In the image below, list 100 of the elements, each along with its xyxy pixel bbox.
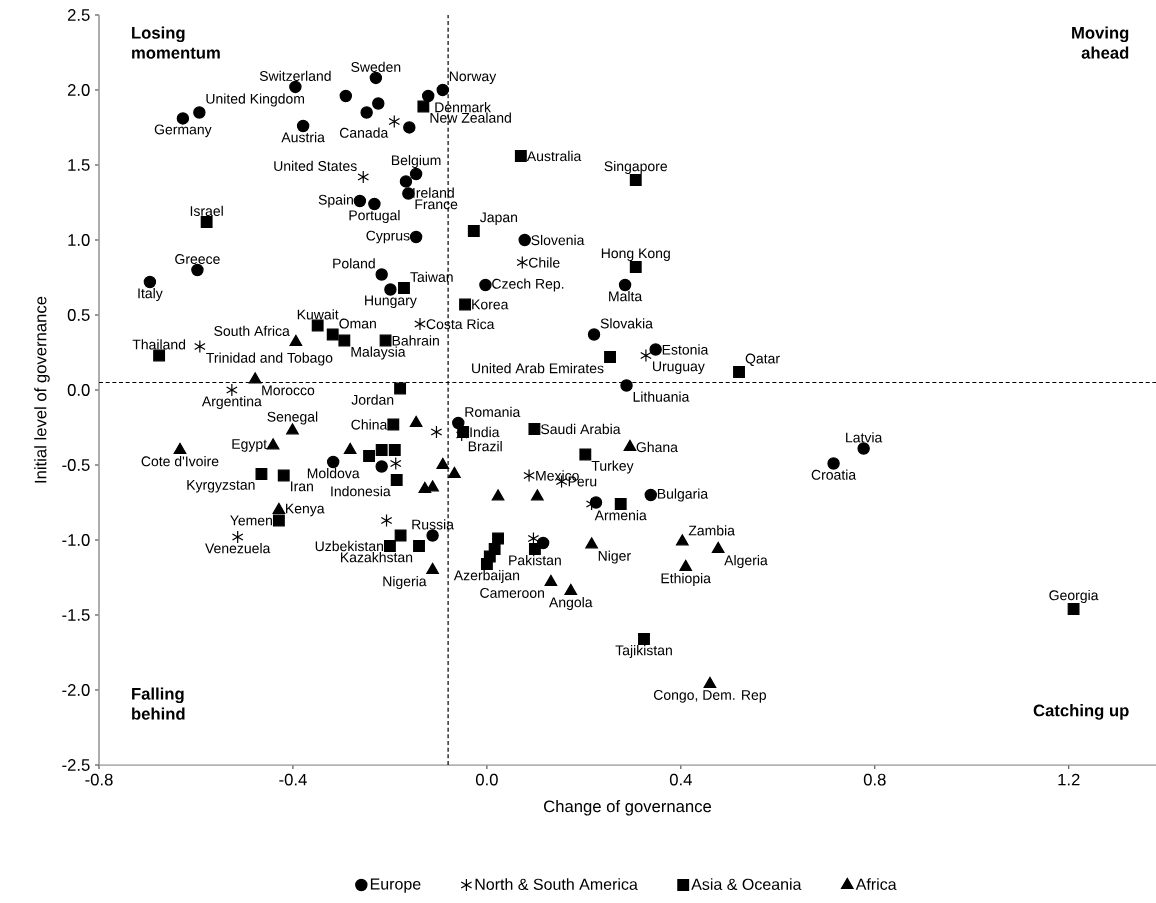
annotation: Greece <box>175 254 220 264</box>
y-tick-label: 1.0 <box>68 234 90 246</box>
annotation: Catching up <box>1033 704 1129 720</box>
annotation: Tajikistan <box>615 645 672 659</box>
annotation: Kenya <box>286 503 325 517</box>
annotation: Singapore <box>604 160 668 174</box>
annotation: Brazil <box>468 441 502 452</box>
annotation: Malta <box>609 291 643 302</box>
annotation: Cote d'Ivoire <box>141 456 219 467</box>
annotation: Hong Kong <box>601 248 670 261</box>
annotation: Kyrgyzstan <box>187 480 255 493</box>
annotation: Norway <box>449 71 497 84</box>
annotation: Pakistan <box>509 555 561 566</box>
annotation: Moving ahead <box>1072 26 1129 59</box>
annotation: France <box>415 199 458 210</box>
annotation: Sweden <box>351 61 401 72</box>
annotation: Taiwan <box>410 271 453 282</box>
annotation: Lithuania <box>633 391 690 402</box>
y-tick-label: 0.5 <box>67 309 90 321</box>
annotation: Jordan <box>351 394 394 405</box>
annotation: Armenia <box>594 510 647 521</box>
y-tick-label: 2.0 <box>67 84 90 96</box>
annotation: Canada <box>339 127 389 138</box>
legend-label: Asia & Oceania <box>691 878 802 890</box>
annotation: Cyprus <box>366 230 410 244</box>
annotation: Nigeria <box>383 576 427 590</box>
annotation: Morocco <box>262 385 315 396</box>
legend-label: North & South America <box>475 878 638 890</box>
annotation: Argentina <box>201 396 262 410</box>
annotation: Belgium <box>391 154 441 168</box>
annotation: Spain <box>318 194 353 208</box>
x-tick-label: 0.8 <box>863 773 886 786</box>
annotation: Azerbaijan <box>453 570 520 584</box>
x-tick-label: -0.4 <box>279 773 307 786</box>
annotation: Ethiopia <box>661 573 711 587</box>
annotation: Georgia <box>1049 589 1099 603</box>
annotation: South Africa <box>214 325 290 336</box>
annotation: China <box>351 419 388 430</box>
annotation: Kuwait <box>297 309 339 320</box>
annotation: India <box>470 426 500 438</box>
annotation: Trinidad and Tobago <box>206 352 333 366</box>
x-tick-label: 0.0 <box>475 773 498 786</box>
annotation: Korea <box>472 299 509 310</box>
x-axis-title: Change of governance <box>544 799 712 816</box>
annotation: Portugal <box>349 209 400 224</box>
y-tick-label: -2.0 <box>62 684 90 696</box>
annotation: Qatar <box>745 353 780 366</box>
annotation: Losing momentum <box>132 26 220 59</box>
annotation: Slovakia <box>600 318 653 329</box>
annotation: Poland <box>333 258 375 269</box>
annotation: Italy <box>138 288 163 302</box>
annotation: Germany <box>154 124 212 138</box>
annotation: Austria <box>281 131 325 143</box>
annotation: Thailand <box>132 339 186 350</box>
legend-label: Europe <box>370 878 421 893</box>
annotation: United States <box>274 160 357 171</box>
annotation: Falling behind <box>132 687 185 720</box>
annotation: Australia <box>526 150 582 162</box>
annotation: Slovenia <box>531 234 585 246</box>
annotation: New Zealand <box>430 112 511 123</box>
annotation: Cameroon <box>480 588 544 598</box>
annotation: Moldova <box>307 468 360 479</box>
annotation: Chile <box>529 257 560 268</box>
annotation: Uruguay <box>653 361 705 375</box>
annotation: Yemen <box>230 515 272 526</box>
x-tick-label: 1.2 <box>1058 773 1080 786</box>
annotation: Russia <box>412 519 454 530</box>
y-tick-label: -0.5 <box>62 459 90 471</box>
annotation: Malaysia <box>351 346 406 360</box>
x-tick-label: -0.8 <box>85 773 113 786</box>
annotation: Senegal <box>267 411 318 425</box>
y-tick-label: -1.5 <box>62 609 90 621</box>
annotation: Angola <box>549 597 593 611</box>
annotation: Bahrain <box>392 335 439 346</box>
x-tick-label: 0.4 <box>669 773 692 786</box>
annotation: United Arab Emirates <box>472 363 604 374</box>
annotation: Zambia <box>688 525 735 536</box>
annotation: Japan <box>480 212 518 225</box>
annotation: Kazakhstan <box>341 552 413 563</box>
annotation: Denmark <box>435 101 492 113</box>
annotation: Czech Rep. <box>492 278 564 292</box>
y-tick-label: 1.5 <box>68 159 90 171</box>
annotation: Uzbekistan <box>315 540 384 552</box>
annotation: Saudi Arabia <box>541 423 621 435</box>
annotation: United Kingdom <box>206 93 305 107</box>
annotation: Hungary <box>365 295 417 309</box>
annotation: Turkey <box>591 460 634 474</box>
annotation: Egypt <box>232 439 267 452</box>
annotation: Israel <box>190 205 223 216</box>
annotation: Romania <box>465 406 521 418</box>
annotation: Indonesia <box>331 486 391 497</box>
annotation: Latvia <box>846 432 883 443</box>
y-axis-title: Initial level of governance <box>34 296 50 483</box>
annotation: Oman <box>339 318 376 329</box>
annotation: Ghana <box>636 441 678 453</box>
y-tick-label: -2.5 <box>62 759 90 771</box>
annotation: Costa Rica <box>426 318 495 330</box>
annotation: Croatia <box>811 469 857 480</box>
annotation: Congo, Dem. Rep <box>653 690 766 703</box>
annotation: Bulgaria <box>657 488 709 502</box>
